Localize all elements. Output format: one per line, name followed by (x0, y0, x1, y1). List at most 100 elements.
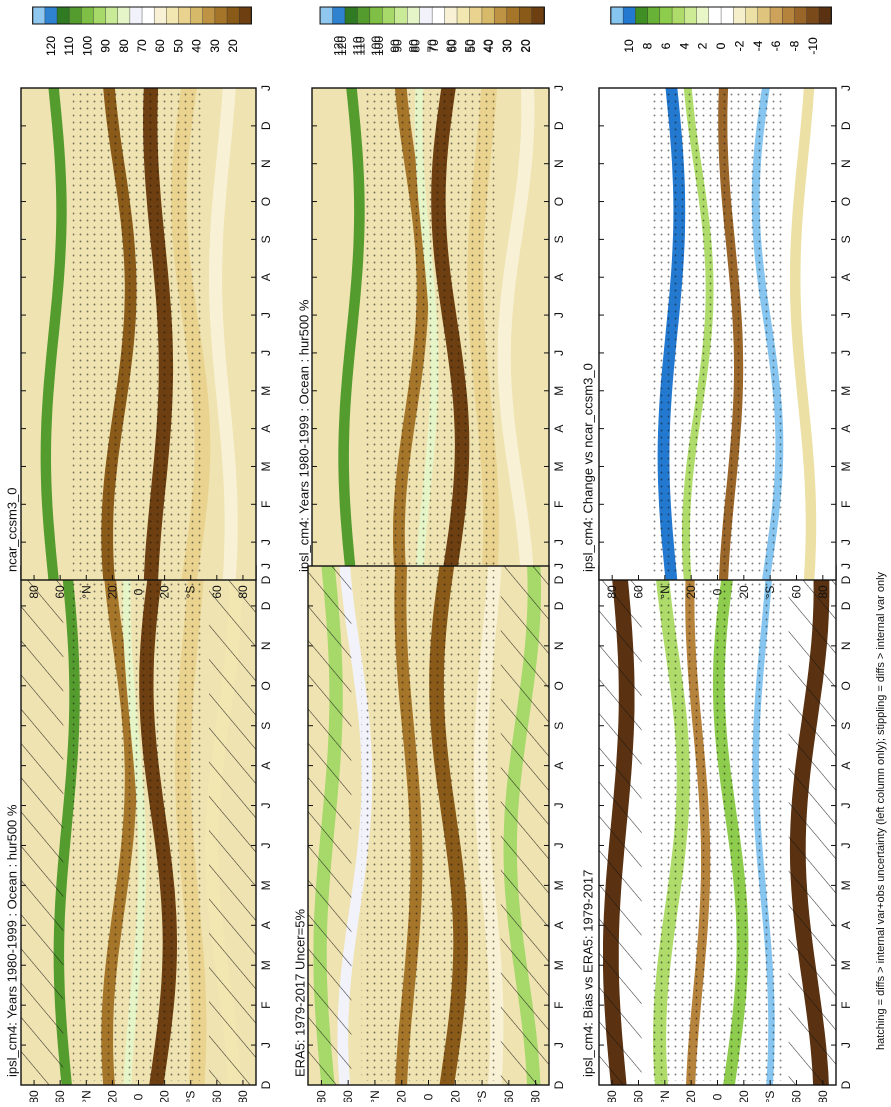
colorbar-label: -6 (769, 40, 783, 51)
x-tick-label: A (839, 921, 853, 929)
plot-area (599, 566, 836, 1085)
y-tick-label: 60 (53, 1090, 67, 1102)
x-tick-label: D (552, 601, 566, 610)
y-tick-label: 20 (448, 1090, 462, 1102)
y-tick-label: 80 (236, 585, 250, 599)
x-tick-label: J (259, 563, 273, 569)
x-tick-label: N (259, 642, 273, 651)
x-tick-label: A (552, 425, 566, 433)
colorbar-label: 2 (696, 42, 710, 49)
colorbar-swatch (745, 6, 759, 25)
colorbar-swatch (481, 6, 495, 25)
colorbar-swatch (635, 6, 649, 25)
colorbar-label: 90 (390, 39, 404, 53)
x-tick-label: F (259, 501, 273, 508)
x-tick-label: J (552, 803, 566, 809)
colorbar-label: 110 (62, 36, 76, 55)
colorbar-swatch (708, 6, 722, 25)
colorbar-label: 100 (80, 36, 94, 56)
y-tick-label: 20 (395, 1090, 409, 1102)
x-tick-label: D (259, 121, 273, 130)
colorbar-swatch (407, 6, 421, 25)
y-tick-label: 60 (790, 1090, 804, 1102)
y-tick-label: 60 (502, 1090, 516, 1102)
colorbar-label: 110 (62, 36, 76, 55)
x-tick-label: O (552, 197, 566, 206)
colorbar-swatch (68, 6, 82, 25)
y-tick-label: 20 (737, 1090, 751, 1102)
y-tick-label: °N (368, 1090, 382, 1102)
colorbar-label: 30 (501, 39, 515, 53)
x-tick-label: M (552, 461, 566, 471)
colorbar-swatch (178, 6, 192, 25)
y-tick-label: °S (475, 1091, 489, 1102)
colorbar-label: 8 (641, 42, 655, 49)
x-tick-label: S (552, 722, 566, 730)
y-tick-label: 0 (711, 588, 725, 595)
colorbar-swatch (394, 6, 408, 25)
x-tick-label: A (552, 921, 566, 929)
stippling-overlay (72, 92, 205, 576)
colorbar-label: 10 (622, 39, 636, 53)
x-tick-label: J (552, 539, 566, 545)
x-tick-label: D (259, 601, 273, 610)
x-tick-label: A (552, 273, 566, 281)
colorbar-label: 20 (519, 39, 533, 53)
x-tick-label: J (839, 312, 853, 318)
colorbar-swatch (332, 6, 346, 25)
x-tick-label: D (552, 575, 566, 584)
x-tick-label: A (259, 921, 273, 929)
x-tick-label: S (552, 235, 566, 243)
x-tick-label: J (552, 842, 566, 848)
x-tick-label: M (552, 880, 566, 890)
chart-title: ERA5: 1979-2017 Uncer=5% (293, 909, 308, 1077)
colorbar-label: -8 (788, 40, 802, 51)
y-tick-label: °S (763, 586, 777, 599)
colorbar-swatch (444, 6, 458, 25)
x-tick-label: A (552, 762, 566, 770)
colorbar-label: 10 (622, 39, 636, 53)
colorbar-swatch (696, 6, 710, 25)
x-tick-label: D (259, 575, 273, 584)
x-tick-label: N (552, 642, 566, 651)
y-tick-label: 80 (605, 585, 619, 599)
colorbar-swatch (117, 6, 131, 25)
x-tick-label: M (259, 960, 273, 970)
y-tick-label: 0 (132, 1093, 146, 1100)
y-tick-label: 80 (816, 1090, 830, 1102)
x-tick-label: J (259, 842, 273, 848)
y-tick-label: 20 (105, 585, 119, 599)
colorbar-label: 120 (44, 36, 58, 56)
colorbar-label: 80 (406, 39, 420, 53)
colorbar-swatch (344, 6, 358, 25)
colorbar-label: 70 (135, 39, 149, 53)
x-tick-label: M (839, 960, 853, 970)
colorbar-label: 90 (99, 39, 113, 53)
colorbar-swatch (769, 6, 783, 25)
colorbar-swatch (129, 6, 143, 25)
y-tick-label: 60 (53, 585, 67, 599)
colorbar-label: -4 (751, 40, 765, 51)
x-tick-label: A (259, 273, 273, 281)
colorbar-swatch (733, 6, 747, 25)
colorbar-swatch (647, 6, 661, 25)
colorbar-label: 70 (135, 39, 149, 53)
colorbar-label: 6 (659, 42, 673, 49)
x-tick-label: M (259, 461, 273, 471)
colorbar-label: 60 (445, 39, 459, 53)
plot-area (599, 88, 836, 580)
colorbar-swatch (369, 6, 383, 25)
x-tick-label: J (259, 85, 273, 91)
colorbar-swatch (153, 6, 167, 25)
colorbar-swatch (757, 6, 771, 25)
colorbar-label: 90 (99, 39, 113, 53)
colorbar-swatch (806, 6, 820, 25)
stippling-overlay (364, 92, 497, 576)
colorbar-swatch (141, 6, 155, 25)
colorbar-frame (32, 6, 252, 25)
colorbar-label: 80 (409, 39, 423, 53)
